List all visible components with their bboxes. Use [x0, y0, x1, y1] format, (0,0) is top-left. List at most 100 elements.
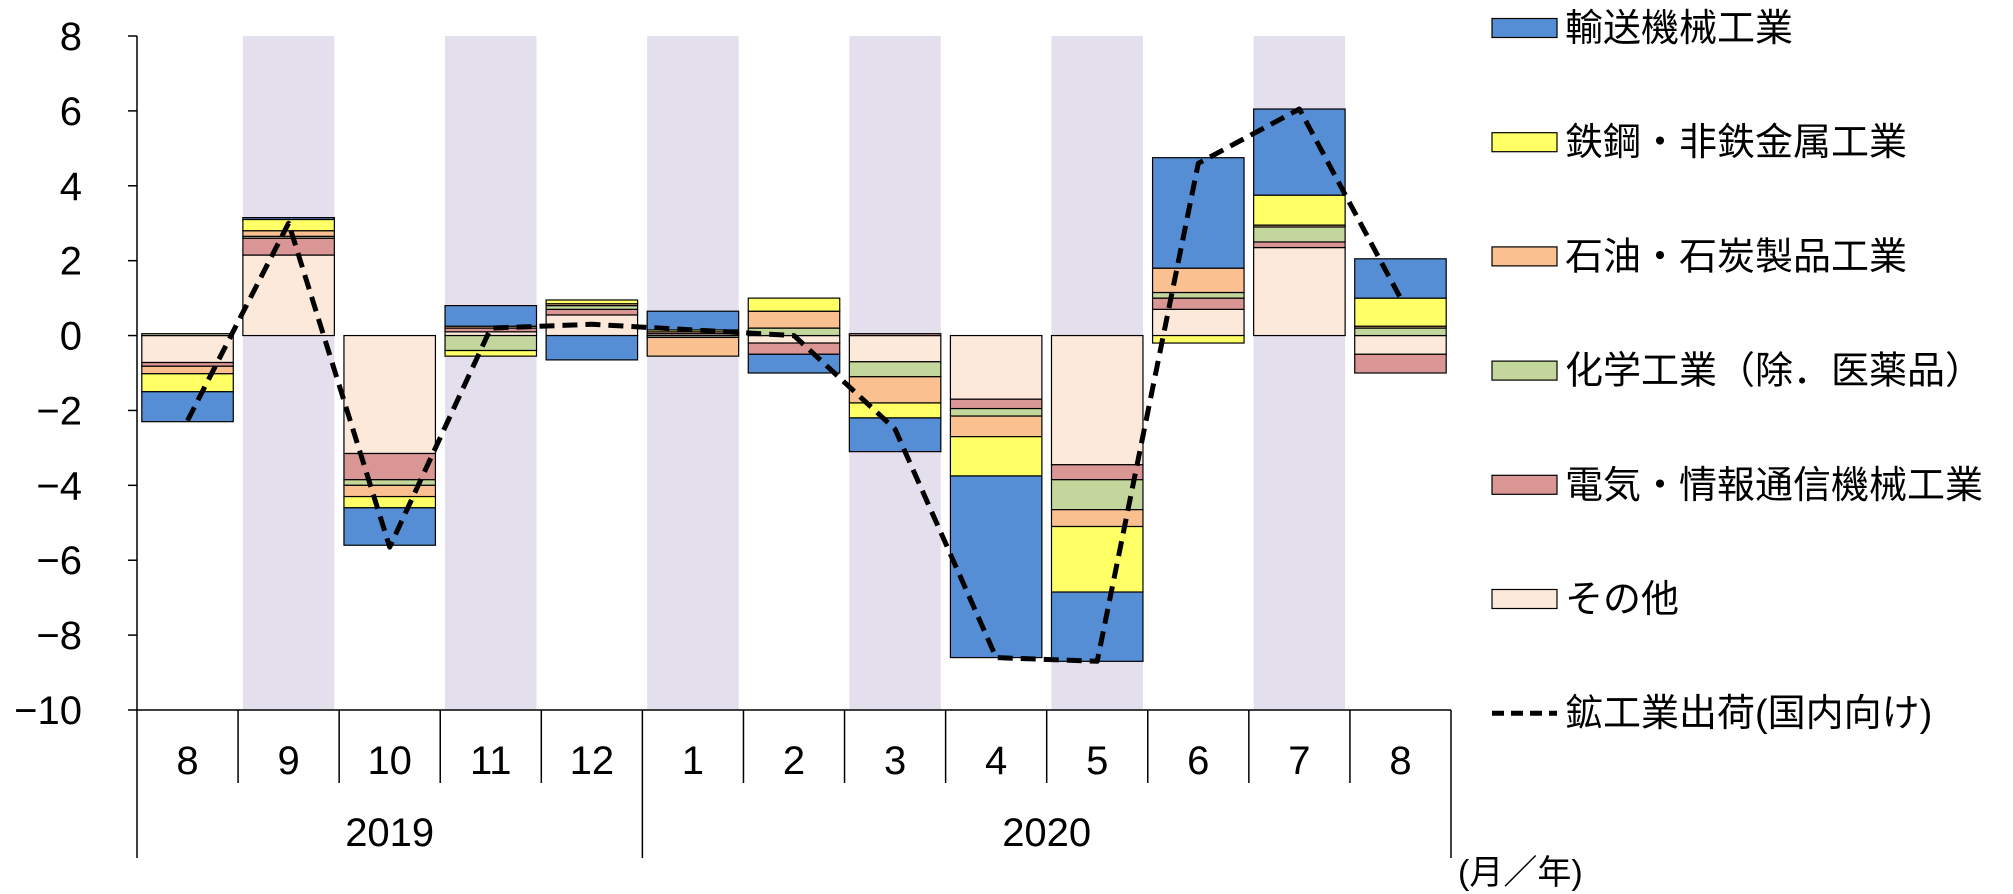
bar-segment	[1153, 292, 1244, 298]
y-tick-label: 4	[60, 165, 82, 209]
bar-stack	[950, 336, 1041, 658]
bar-segment	[1254, 195, 1345, 225]
bar-segment	[344, 454, 435, 480]
x-tick-label: 9	[277, 739, 299, 783]
bar-segment	[1254, 248, 1345, 336]
year-label: 2019	[345, 811, 434, 855]
bar-stacks	[142, 109, 1446, 661]
bar-segment	[1153, 336, 1244, 343]
bar-segment	[243, 218, 334, 220]
bar-segment	[1051, 592, 1142, 661]
legend-swatch	[1492, 133, 1557, 152]
bar-segment	[142, 366, 233, 373]
bar-stack	[1254, 109, 1345, 336]
year-label: 2020	[1002, 811, 1091, 855]
legend-item: 化学工業（除．医薬品）	[1492, 351, 1983, 393]
legend-item: 石油・石炭製品工業	[1492, 236, 1907, 278]
y-tick-label: 2	[60, 240, 82, 284]
bar-stack	[142, 334, 233, 422]
x-tick-label: 4	[985, 739, 1007, 783]
shaded-band	[445, 36, 536, 710]
legend-item: その他	[1492, 579, 1679, 621]
bar-segment	[1254, 109, 1345, 195]
bar-segment	[1153, 298, 1244, 309]
bar-segment	[546, 336, 637, 360]
y-tick-label: 6	[60, 90, 82, 134]
legend-item: 輸送機械工業	[1492, 8, 1793, 50]
shaded-band	[647, 36, 738, 710]
bar-stack	[1355, 259, 1446, 373]
x-tick-label: 10	[367, 739, 412, 783]
y-tick-label: −6	[36, 539, 82, 583]
x-tick-label: 8	[1389, 739, 1411, 783]
bar-segment	[344, 497, 435, 508]
bar-stack	[445, 306, 536, 357]
bar-segment	[849, 362, 940, 377]
bar-segment	[1051, 510, 1142, 527]
x-tick-label: 8	[176, 739, 198, 783]
bar-segment	[445, 336, 536, 351]
x-tick-label: 12	[570, 739, 615, 783]
bar-segment	[950, 476, 1041, 658]
legend-label: 輸送機械工業	[1565, 8, 1793, 50]
bar-segment	[344, 336, 435, 454]
bar-segment	[243, 238, 334, 255]
x-tick-label: 3	[884, 739, 906, 783]
legend-item: 鉄鋼・非鉄金属工業	[1492, 122, 1907, 164]
bar-segment	[445, 351, 536, 357]
x-unit-label: (月／年)	[1458, 854, 1583, 892]
bar-segment	[950, 399, 1041, 408]
legend-label: 鉄鋼・非鉄金属工業	[1565, 122, 1907, 164]
bar-segment	[748, 311, 839, 328]
y-tick-label: −8	[36, 614, 82, 658]
bar-segment	[1051, 336, 1142, 465]
y-tick-label: −4	[36, 464, 82, 508]
bar-segment	[1051, 527, 1142, 593]
bar-segment	[546, 300, 637, 304]
bar-segment	[748, 343, 839, 354]
bar-segment	[142, 374, 233, 392]
bar-segment	[849, 336, 940, 362]
bar-segment	[950, 409, 1041, 416]
legend-item: 電気・情報通信機械工業	[1492, 465, 1983, 507]
bar-segment	[1254, 242, 1345, 248]
bar-segment	[950, 336, 1041, 400]
y-tick-label: 0	[60, 315, 82, 359]
y-tick-label: −10	[14, 689, 82, 733]
bar-segment	[748, 298, 839, 311]
legend-label: 化学工業（除．医薬品）	[1565, 351, 1983, 393]
y-tick-label: −2	[36, 389, 82, 433]
bar-segment	[849, 403, 940, 418]
legend: 輸送機械工業鉄鋼・非鉄金属工業石油・石炭製品工業化学工業（除．医薬品） 電気・情報…	[1492, 8, 1983, 735]
bar-segment	[243, 231, 334, 237]
bar-segment	[1355, 336, 1446, 355]
bar-stack	[1153, 158, 1244, 343]
y-tick-label: 8	[60, 15, 82, 59]
legend-label: その他	[1565, 579, 1679, 621]
bar-segment	[142, 334, 233, 336]
legend-swatch	[1492, 475, 1557, 494]
x-tick-label: 11	[470, 739, 512, 783]
bar-segment	[1355, 259, 1446, 298]
legend-swatch	[1492, 361, 1557, 380]
bar-segment	[1153, 158, 1244, 268]
legend-swatch	[1492, 19, 1557, 38]
x-tick-label: 6	[1187, 739, 1209, 783]
legend-swatch	[1492, 247, 1557, 266]
bar-segment	[1153, 268, 1244, 292]
shaded-band	[243, 36, 334, 710]
bar-segment	[1254, 227, 1345, 242]
bar-segment	[1355, 354, 1446, 373]
bar-segment	[546, 309, 637, 315]
bar-segment	[950, 437, 1041, 476]
bar-stack	[546, 300, 637, 360]
legend-item: 鉱工業出荷(国内向け)	[1492, 693, 1932, 735]
x-tick-label: 7	[1288, 739, 1310, 783]
bar-segment	[1355, 328, 1446, 335]
bar-segment	[950, 416, 1041, 437]
legend-label: 鉱工業出荷(国内向け)	[1565, 693, 1932, 735]
bar-segment	[344, 485, 435, 496]
legend-swatch	[1492, 590, 1557, 609]
x-tick-label: 5	[1086, 739, 1108, 783]
